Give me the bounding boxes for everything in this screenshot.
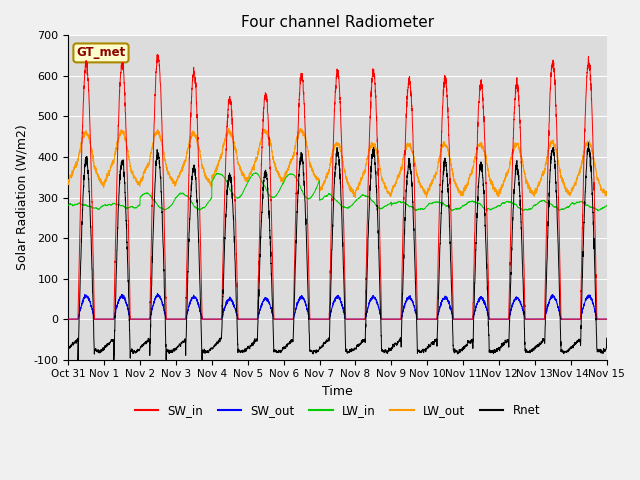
Legend: SW_in, SW_out, LW_in, LW_out, Rnet: SW_in, SW_out, LW_in, LW_out, Rnet	[130, 399, 545, 422]
Title: Four channel Radiometer: Four channel Radiometer	[241, 15, 434, 30]
X-axis label: Time: Time	[322, 385, 353, 398]
Y-axis label: Solar Radiation (W/m2): Solar Radiation (W/m2)	[15, 125, 28, 270]
Text: GT_met: GT_met	[76, 47, 125, 60]
